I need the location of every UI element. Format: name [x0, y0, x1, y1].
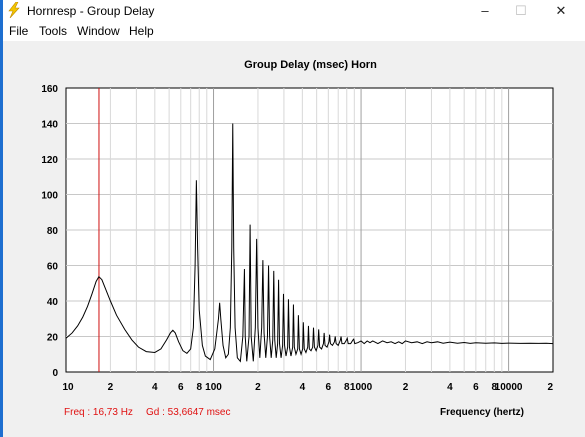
x-tick-label: 2 — [403, 382, 409, 393]
menu-bar: File Tools Window Help — [3, 22, 585, 41]
y-tick-label: 140 — [41, 120, 58, 131]
y-tick-label: 60 — [47, 262, 59, 273]
title-bar[interactable]: Hornresp - Group Delay – ☐ ✕ — [3, 0, 585, 22]
x-tick-label: 2 — [255, 382, 261, 393]
x-tick-label: 4 — [300, 382, 306, 393]
x-tick-label: 8 — [492, 382, 498, 393]
group-delay-curve — [65, 123, 554, 363]
cursor-frequency-readout: Freq : 16,73 Hz — [64, 407, 133, 418]
menu-window[interactable]: Window — [77, 24, 120, 38]
y-tick-label: 160 — [41, 84, 58, 95]
x-tick-label: 6 — [178, 382, 184, 393]
window-accent-border — [0, 0, 3, 437]
menu-help[interactable]: Help — [129, 24, 154, 38]
x-tick-label: 6 — [326, 382, 332, 393]
window-title: Hornresp - Group Delay — [27, 4, 155, 18]
close-button[interactable]: ✕ — [555, 3, 567, 18]
y-tick-labels: 0 20 40 60 80 100 120 140 160 — [41, 84, 58, 379]
x-tick-label: 2 — [108, 382, 114, 393]
y-tick-label: 40 — [47, 297, 59, 308]
menu-file[interactable]: File — [9, 24, 29, 38]
x-tick-label: 10000 — [495, 382, 523, 393]
y-tick-label: 120 — [41, 155, 58, 166]
x-tick-label: 6 — [473, 382, 479, 393]
x-tick-label: 8 — [344, 382, 350, 393]
minimize-button[interactable]: – — [481, 3, 489, 18]
x-tick-label: 8 — [196, 382, 202, 393]
x-tick-label: 1000 — [350, 382, 373, 393]
x-tick-label: 2 — [547, 382, 553, 393]
x-tick-label: 10 — [62, 382, 74, 393]
x-tick-label: 100 — [205, 382, 222, 393]
x-tick-label: 4 — [447, 382, 453, 393]
y-tick-label: 80 — [47, 226, 59, 237]
cursor-group-delay-readout: Gd : 53,6647 msec — [146, 407, 231, 418]
grid-lines — [66, 88, 553, 372]
y-tick-label: 0 — [52, 368, 58, 379]
x-axis-title: Frequency (hertz) — [440, 407, 524, 418]
chart-title: Group Delay (msec) Horn — [244, 59, 377, 71]
menu-tools[interactable]: Tools — [39, 24, 68, 38]
lightning-bolt-icon — [8, 2, 20, 18]
y-tick-label: 100 — [41, 191, 58, 202]
x-tick-label: 4 — [152, 382, 158, 393]
maximize-button[interactable]: ☐ — [515, 3, 527, 18]
y-tick-label: 20 — [47, 333, 59, 344]
